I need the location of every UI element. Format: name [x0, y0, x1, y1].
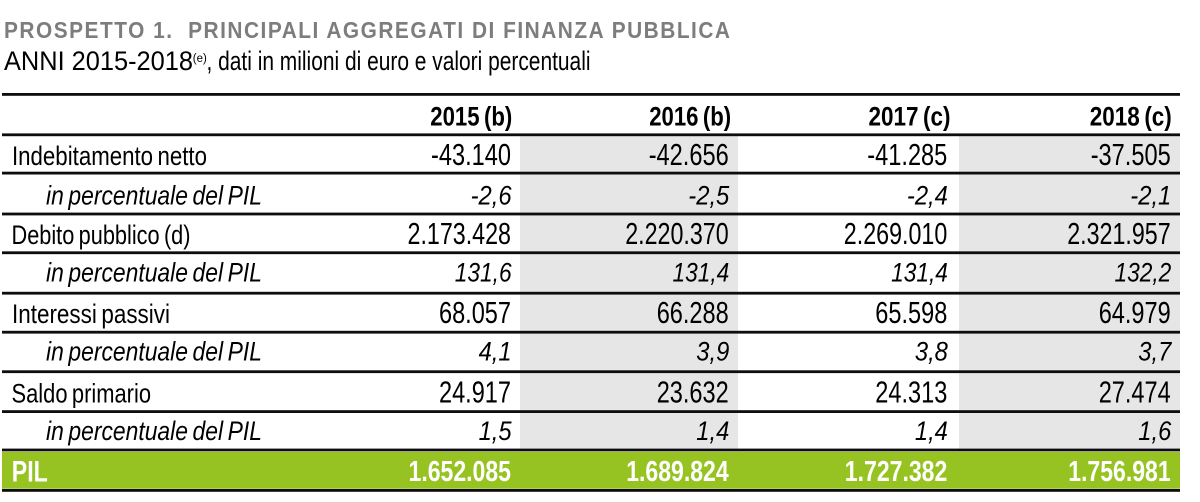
svg-text:-43.140: -43.140 — [431, 137, 511, 172]
svg-text:in percentuale del PIL: in percentuale del PIL — [46, 337, 262, 367]
svg-text:1,4: 1,4 — [915, 416, 948, 446]
svg-text:, dati in milioni di euro e va: , dati in milioni di euro e valori perce… — [207, 46, 591, 76]
svg-text:Interessi passivi: Interessi passivi — [12, 299, 170, 329]
svg-text:-2,5: -2,5 — [688, 180, 730, 210]
svg-text:2015 (b): 2015 (b) — [430, 102, 512, 132]
svg-text:1.689.824: 1.689.824 — [626, 456, 729, 488]
svg-text:4,1: 4,1 — [479, 337, 512, 367]
svg-text:in percentuale del PIL: in percentuale del PIL — [46, 258, 262, 288]
svg-text:Indebitamento netto: Indebitamento netto — [12, 141, 207, 171]
svg-text:-42.656: -42.656 — [649, 137, 729, 172]
svg-text:23.632: 23.632 — [657, 374, 729, 409]
svg-text:131,4: 131,4 — [891, 258, 948, 288]
svg-text:2.269.010: 2.269.010 — [844, 216, 948, 251]
svg-text:1,4: 1,4 — [696, 416, 729, 446]
svg-text:1.756.981: 1.756.981 — [1068, 456, 1171, 488]
svg-text:2.321.957: 2.321.957 — [1067, 216, 1171, 251]
svg-text:66.288: 66.288 — [657, 295, 729, 330]
svg-text:1,5: 1,5 — [479, 416, 513, 446]
svg-text:-2,1: -2,1 — [1130, 180, 1171, 210]
svg-text:-41.285: -41.285 — [867, 137, 947, 172]
svg-text:2018 (c): 2018 (c) — [1090, 102, 1172, 132]
svg-text:in percentuale del PIL: in percentuale del PIL — [46, 416, 262, 446]
svg-text:(e): (e) — [193, 53, 207, 65]
svg-text:24.917: 24.917 — [439, 374, 511, 409]
svg-text:2016 (b): 2016 (b) — [649, 102, 731, 132]
svg-text:3,9: 3,9 — [696, 337, 729, 367]
svg-text:131,6: 131,6 — [455, 258, 513, 288]
svg-text:1,6: 1,6 — [1138, 416, 1172, 446]
svg-text:68.057: 68.057 — [439, 295, 511, 330]
svg-text:Saldo primario: Saldo primario — [12, 378, 152, 408]
svg-text:2.220.370: 2.220.370 — [625, 216, 729, 251]
svg-text:2.173.428: 2.173.428 — [408, 216, 512, 251]
svg-text:in percentuale del PIL: in percentuale del PIL — [46, 180, 262, 210]
svg-text:-2,4: -2,4 — [907, 180, 948, 210]
svg-text:24.313: 24.313 — [875, 374, 947, 409]
svg-text:3,8: 3,8 — [915, 337, 948, 367]
svg-text:132,2: 132,2 — [1115, 258, 1172, 288]
svg-text:131,4: 131,4 — [673, 258, 730, 288]
svg-text:2017 (c): 2017 (c) — [869, 102, 951, 132]
svg-text:64.979: 64.979 — [1099, 295, 1171, 330]
svg-text:Debito pubblico (d): Debito pubblico (d) — [12, 220, 191, 250]
svg-text:ANNI 2015-2018: ANNI 2015-2018 — [4, 46, 193, 76]
svg-text:1.727.382: 1.727.382 — [845, 456, 948, 488]
svg-text:-37.505: -37.505 — [1091, 137, 1171, 172]
svg-text:PIL: PIL — [12, 456, 48, 489]
svg-text:-2,6: -2,6 — [471, 180, 513, 210]
svg-text:3,7: 3,7 — [1138, 337, 1172, 367]
svg-text:27.474: 27.474 — [1099, 374, 1171, 409]
svg-text:1.652.085: 1.652.085 — [409, 456, 512, 488]
svg-text:65.598: 65.598 — [875, 295, 947, 330]
svg-text:PROSPETTO 1. PRINCIPALI AGGRE: PROSPETTO 1. PRINCIPALI AGGREGATI DI FIN… — [4, 17, 732, 43]
